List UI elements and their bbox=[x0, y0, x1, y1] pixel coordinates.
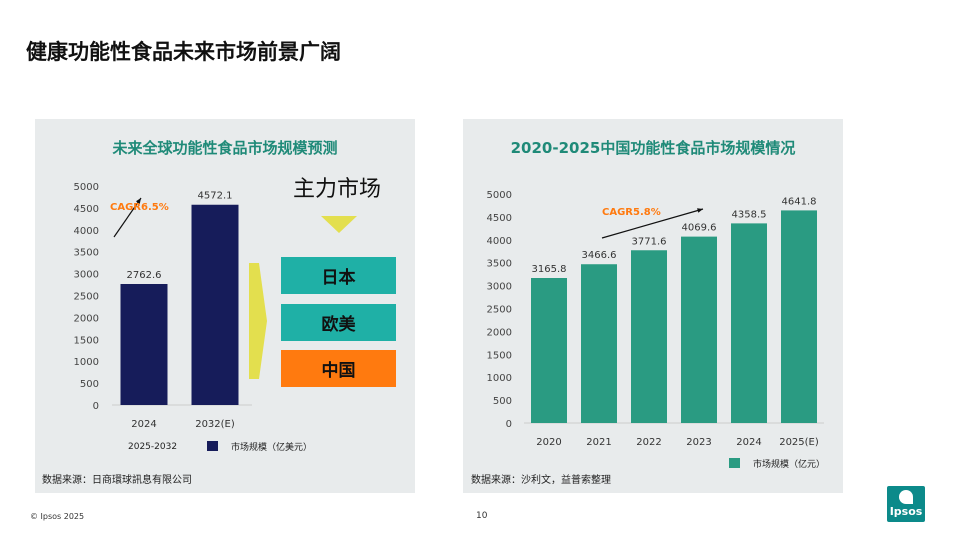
cagr-label: CAGR5.8% bbox=[602, 207, 661, 218]
cagr-period-label: 2025-2032 bbox=[128, 442, 177, 452]
y-tick-label: 4500 bbox=[487, 213, 512, 224]
y-tick-label: 500 bbox=[80, 379, 99, 390]
china-market-chart: 0 500 1000 1500 2000 2500 3000 3500 4000 4500 5000… bbox=[487, 190, 825, 470]
y-tick-label: 1500 bbox=[74, 335, 99, 346]
legend-swatch bbox=[207, 441, 218, 451]
y-tick-label: 500 bbox=[493, 396, 512, 407]
legend-label: 市场规模（亿元） bbox=[753, 458, 825, 470]
y-tick-label: 5000 bbox=[487, 190, 512, 201]
data-label: 3165.8 bbox=[532, 264, 567, 275]
y-tick-label: 3500 bbox=[487, 259, 512, 270]
y-tick-label: 2000 bbox=[74, 313, 99, 324]
bar bbox=[731, 223, 767, 423]
data-label: 2762.6 bbox=[127, 270, 162, 281]
y-tick-label: 0 bbox=[93, 401, 99, 412]
chart-title: 未来全球功能性食品市场规模预测 bbox=[112, 139, 338, 157]
data-label: 3771.6 bbox=[632, 236, 667, 247]
legend-label: 市场规模（亿美元） bbox=[231, 441, 312, 453]
x-tick-label: 2023 bbox=[686, 437, 711, 448]
legend-swatch bbox=[729, 458, 740, 468]
x-tick-label: 2022 bbox=[636, 437, 661, 448]
y-tick-label: 4000 bbox=[74, 226, 99, 237]
arrow-head-icon bbox=[697, 208, 703, 213]
y-tick-label: 0 bbox=[506, 419, 512, 430]
y-tick-label: 1500 bbox=[487, 350, 512, 361]
y-tick-label: 3000 bbox=[74, 270, 99, 281]
global-forecast-chart: 0 500 1000 1500 2000 2500 3000 3500 4000 4500 5000… bbox=[74, 182, 312, 453]
y-tick-label: 3000 bbox=[487, 282, 512, 293]
cagr-arrow bbox=[601, 208, 704, 239]
chart-title: 2020-2025中国功能性食品市场规模情况 bbox=[510, 139, 796, 157]
copyright: © Ipsos 2025 bbox=[30, 512, 85, 521]
market-box-japan: 日本 bbox=[281, 257, 396, 294]
bar bbox=[191, 204, 239, 405]
ipsos-logo: Ipsos bbox=[887, 486, 925, 522]
bar bbox=[681, 236, 717, 423]
x-tick-label: 2025(E) bbox=[779, 437, 819, 448]
cagr-arrow bbox=[113, 197, 142, 238]
data-label: 3466.6 bbox=[582, 250, 617, 261]
x-tick-label: 2024 bbox=[736, 437, 761, 448]
y-tick-label: 2500 bbox=[487, 305, 512, 316]
y-tick-label: 2000 bbox=[487, 327, 512, 338]
x-tick-label: 2020 bbox=[536, 437, 561, 448]
cagr-label: CAGR6.5% bbox=[110, 202, 169, 213]
market-box-china: 中国 bbox=[281, 350, 396, 387]
x-tick-label: 2024 bbox=[131, 419, 156, 430]
global-forecast-panel: 未来全球功能性食品市场规模预测 0 500 1000 1500 2000 2500 3000… bbox=[35, 119, 415, 493]
market-box-europe-us: 欧美 bbox=[281, 304, 396, 341]
y-tick-label: 4000 bbox=[487, 236, 512, 247]
y-tick-label: 5000 bbox=[74, 182, 99, 193]
bar bbox=[581, 264, 617, 423]
page-number: 10 bbox=[476, 511, 488, 521]
china-market-panel: 2020-2025中国功能性食品市场规模情况 0 500 1000 1500 2000 2… bbox=[463, 119, 843, 493]
y-tick-label: 3500 bbox=[74, 248, 99, 259]
bar bbox=[120, 283, 168, 405]
bar bbox=[631, 250, 667, 423]
main-markets-title: 主力市场 bbox=[293, 177, 382, 202]
data-label: 4358.5 bbox=[732, 209, 767, 220]
logo-text: Ipsos bbox=[889, 505, 923, 518]
page-title: 健康功能性食品未来市场前景广阔 bbox=[26, 40, 341, 64]
data-source: 数据来源：日商環球訊息有限公司 bbox=[42, 475, 192, 486]
x-tick-label: 2032(E) bbox=[195, 419, 235, 430]
bar bbox=[781, 210, 817, 423]
data-label: 4572.1 bbox=[198, 191, 233, 202]
y-tick-label: 1000 bbox=[487, 373, 512, 384]
arrow-head-icon bbox=[135, 198, 141, 204]
right-chevron-arrow-icon bbox=[249, 263, 267, 379]
y-tick-label: 1000 bbox=[74, 357, 99, 368]
down-triangle-icon bbox=[321, 216, 357, 233]
bar bbox=[531, 278, 567, 423]
data-label: 4069.6 bbox=[682, 223, 717, 234]
x-tick-label: 2021 bbox=[586, 437, 611, 448]
data-source: 数据来源：沙利文，益普索整理 bbox=[471, 475, 611, 486]
y-tick-label: 2500 bbox=[74, 292, 99, 303]
y-tick-label: 4500 bbox=[74, 204, 99, 215]
data-label: 4641.8 bbox=[782, 196, 817, 207]
